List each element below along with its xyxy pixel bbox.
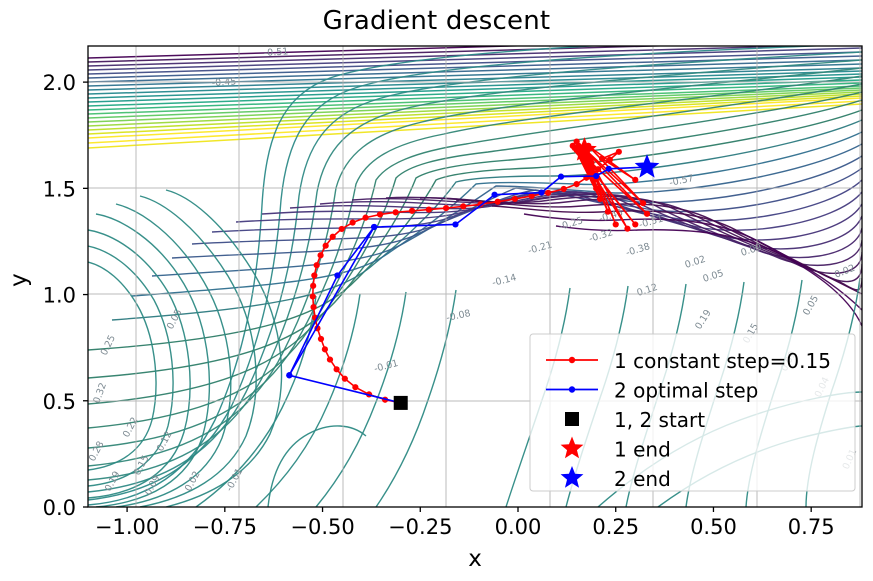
- legend-item-3[interactable]: 1, 2 start: [565, 408, 705, 432]
- trajectory-point: [317, 335, 325, 343]
- trajectory-point: [596, 195, 604, 203]
- legend[interactable]: 1 constant step=0.15 2 optimal step 1, 2 s…: [529, 333, 856, 492]
- trajectory-point: [326, 356, 334, 363]
- legend-label: 1, 2 start: [614, 408, 705, 432]
- legend-label: 1 end: [614, 438, 671, 462]
- trajectory-point: [321, 346, 328, 353]
- trajectory-point: [309, 293, 316, 300]
- trajectory-point: [392, 209, 399, 216]
- svg-text:-0.57: -0.57: [668, 173, 694, 189]
- x-axis-label: x: [468, 546, 482, 572]
- trajectory-point: [593, 185, 600, 192]
- chart-title: Gradient descent: [322, 6, 551, 36]
- trajectory-point: [317, 252, 324, 259]
- trajectory-point: [615, 148, 622, 155]
- trajectory-point: [605, 165, 612, 172]
- trajectory-point: [595, 166, 602, 173]
- trajectory-point: [376, 211, 384, 218]
- end-star-marker: [634, 154, 660, 178]
- endpoint-marker-layer: [393, 137, 660, 410]
- contour-lines-valley: [88, 46, 862, 507]
- trajectory-point: [560, 185, 567, 193]
- trajectory-point: [338, 225, 345, 233]
- y-tick-label: 2.0: [43, 71, 76, 95]
- x-tick-label: 0.75: [788, 515, 835, 539]
- y-tick-label: 1.0: [43, 284, 76, 308]
- start-marker: [393, 395, 408, 410]
- trajectory-point: [442, 204, 450, 212]
- trajectory-point: [322, 242, 329, 249]
- trajectory-point: [624, 225, 631, 232]
- svg-text:-0.45: -0.45: [211, 76, 236, 89]
- trajectory-point: [491, 191, 498, 198]
- trajectory-point: [349, 219, 356, 226]
- legend-item-2[interactable]: 2 optimal step: [546, 379, 758, 403]
- legend-square-swatch: [565, 412, 579, 426]
- trajectory-point: [632, 176, 639, 183]
- trajectory-point: [604, 208, 612, 215]
- legend-label: 2 end: [614, 467, 671, 491]
- trajectory-point: [329, 233, 336, 240]
- y-tick-label: 1.5: [43, 177, 76, 201]
- trajectory-point: [286, 372, 293, 379]
- legend-label: 1 constant step=0.15: [614, 349, 831, 373]
- trajectory-point: [310, 282, 317, 289]
- axes-frame: [87, 45, 863, 508]
- x-tick-label: −0.75: [193, 515, 257, 539]
- legend-box: [529, 333, 856, 492]
- trajectory-point: [341, 375, 348, 382]
- x-axis-ticks: −1.00 −0.75 −0.50 −0.25 0.00 0.25 0.50 0.75: [95, 507, 835, 539]
- end-star-marker: [572, 137, 597, 161]
- svg-text:-0.51: -0.51: [263, 46, 288, 59]
- trajectory-point: [425, 206, 432, 213]
- x-tick-label: 0.25: [592, 515, 639, 539]
- y-tick-label: 0.0: [43, 496, 76, 520]
- trajectory-point: [352, 384, 359, 391]
- x-tick-label: −1.00: [95, 515, 159, 539]
- trajectory-point: [643, 210, 651, 217]
- trajectory-point: [452, 221, 459, 228]
- trajectory-point: [408, 207, 416, 214]
- trajectory-point: [639, 200, 647, 207]
- legend-item-4[interactable]: 1 end: [560, 436, 671, 462]
- trajectory-point: [528, 192, 535, 200]
- legend-item-1[interactable]: 1 constant step=0.15: [546, 349, 831, 373]
- y-tick-label: 0.5: [43, 390, 76, 414]
- trajectory-point: [598, 155, 606, 162]
- trajectory-point: [310, 303, 317, 311]
- x-tick-label: 0.00: [495, 515, 542, 539]
- trajectory-point: [460, 203, 467, 210]
- legend-star-swatch: [560, 436, 584, 459]
- legend-dot-swatch: [568, 386, 576, 393]
- trajectory-point: [494, 198, 501, 205]
- trajectory-point: [632, 221, 639, 228]
- trajectory-point: [371, 223, 378, 231]
- x-tick-label: 0.50: [690, 515, 737, 539]
- legend-dot-swatch: [568, 356, 576, 364]
- trajectory-point: [334, 272, 341, 279]
- legend-star-swatch: [560, 466, 584, 488]
- x-tick-label: −0.50: [290, 515, 354, 539]
- trajectory-point: [538, 189, 545, 196]
- trajectory-point: [511, 195, 518, 203]
- legend-label: 2 optimal step: [614, 379, 758, 403]
- svg-text:-0.08: -0.08: [445, 308, 471, 324]
- trajectory-point: [333, 366, 340, 373]
- y-axis-label: y: [6, 273, 32, 287]
- trajectory-point: [557, 173, 565, 180]
- y-axis-ticks: 0.0 0.5 1.0 1.5 2.0: [43, 71, 88, 520]
- trajectory-point: [612, 221, 619, 228]
- x-tick-label: −0.25: [388, 515, 452, 539]
- trajectory-point: [573, 180, 580, 188]
- trajectory-point: [545, 189, 552, 196]
- trajectory-point: [311, 272, 318, 279]
- trajectory-point: [593, 172, 600, 180]
- trajectory-point: [313, 262, 320, 269]
- legend-item-5[interactable]: 2 end: [560, 466, 671, 491]
- trajectory-point: [606, 156, 613, 163]
- trajectory-point: [362, 214, 369, 221]
